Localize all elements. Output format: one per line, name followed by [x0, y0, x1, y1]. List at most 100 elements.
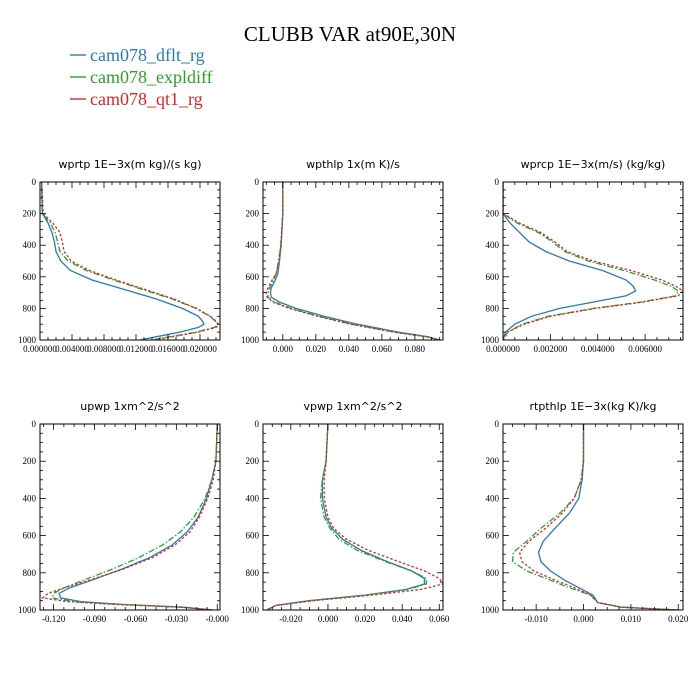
y-tick-label: 800: [246, 303, 260, 313]
panel-4: upwp 1xm^2/s^2 0 200 400 600 800 1000 -0.120 -0.…: [18, 400, 229, 624]
series-line-1: [266, 424, 426, 610]
y-tick-label: 800: [246, 568, 260, 578]
x-tick-label: 0.008000: [87, 344, 121, 354]
x-tick-label: 0.060: [429, 614, 450, 624]
series-line-2: [266, 424, 427, 610]
panel-title: wprcp 1E−3x(m/s) (kg/kg): [521, 158, 666, 171]
legend-label: cam078_dflt_rg: [90, 45, 205, 65]
x-tick-label: 0.020000: [183, 344, 217, 354]
panel-title: rtpthlp 1E−3x(kg K)/kg: [529, 400, 656, 413]
x-tick-label: -0.030: [165, 614, 189, 624]
series-line-1: [537, 424, 679, 610]
y-tick-label: 600: [23, 531, 37, 541]
series-line-3: [265, 182, 440, 340]
plot-frame: [502, 423, 684, 611]
series-line-3: [40, 182, 220, 340]
x-tick-label: 0.012000: [119, 344, 153, 354]
x-tick-label: 0.002000: [533, 344, 567, 354]
panel-title: vpwp 1xm^2/s^2: [303, 400, 402, 413]
y-tick-label: 600: [246, 272, 260, 282]
x-tick-label: -0.000: [206, 614, 230, 624]
x-tick-label: 0.080: [405, 344, 426, 354]
panel-5: vpwp 1xm^2/s^2 0 200 400 600 800 1000 -0.020 0.0…: [241, 400, 450, 624]
series-line-3: [518, 424, 679, 610]
x-tick-label: 0.020: [668, 614, 689, 624]
y-tick-label: 1000: [241, 605, 260, 615]
x-tick-label: 0.060: [372, 344, 393, 354]
series-line-1: [503, 182, 637, 340]
y-tick-label: 1000: [18, 605, 37, 615]
y-tick-label: 800: [486, 568, 500, 578]
x-tick-label: 0.040: [339, 344, 360, 354]
y-tick-label: 200: [486, 456, 500, 466]
series-line-2: [267, 182, 440, 340]
panel-1: wprtp 1E−3x(m kg)/(s kg) 0 200 400 600 800 100…: [18, 158, 221, 354]
x-tick-label: 0.006000: [628, 344, 662, 354]
y-tick-label: 1000: [481, 335, 500, 345]
y-tick-label: 200: [246, 209, 260, 219]
series-line-3: [41, 424, 218, 610]
x-tick-label: 0.040: [392, 614, 413, 624]
x-tick-label: -0.120: [42, 614, 66, 624]
x-tick-label: -0.060: [124, 614, 148, 624]
x-tick-label: 0.004000: [55, 344, 89, 354]
y-tick-label: 400: [246, 240, 260, 250]
plot-frame: [39, 181, 221, 341]
y-tick-label: 800: [23, 303, 37, 313]
panel-title: wprtp 1E−3x(m kg)/(s kg): [59, 158, 202, 171]
series-line-2: [503, 182, 680, 340]
x-tick-label: 0.000: [573, 614, 594, 624]
x-tick-label: 0.000: [273, 344, 294, 354]
x-tick-label: 0.010: [621, 614, 642, 624]
series-line-2: [40, 182, 219, 340]
series-line-3: [503, 182, 683, 340]
series-line-2: [511, 424, 679, 610]
y-tick-label: 800: [23, 568, 37, 578]
y-tick-label: 600: [23, 272, 37, 282]
y-tick-label: 0: [255, 177, 260, 187]
x-tick-label: -0.090: [83, 614, 107, 624]
series-line-1: [58, 424, 218, 610]
y-tick-label: 200: [486, 209, 500, 219]
y-tick-label: 0: [32, 177, 37, 187]
y-tick-label: 600: [246, 531, 260, 541]
y-tick-label: 1000: [18, 335, 37, 345]
panel-6: rtpthlp 1E−3x(kg K)/kg 0 200 400 600 800 1000 -…: [481, 400, 689, 624]
y-tick-label: 1000: [241, 335, 260, 345]
y-tick-label: 400: [486, 240, 500, 250]
series-line-1: [40, 182, 205, 340]
y-tick-label: 800: [486, 303, 500, 313]
legend: cam078_dflt_rgcam078_expldiffcam078_qt1_…: [70, 45, 213, 109]
series-line-3: [266, 424, 443, 610]
x-tick-label: 0.000: [318, 614, 339, 624]
y-tick-label: 600: [486, 531, 500, 541]
plot-frame: [262, 181, 444, 341]
y-tick-label: 400: [23, 240, 37, 250]
panel-title: upwp 1xm^2/s^2: [80, 400, 180, 413]
plot-frame: [262, 423, 444, 611]
x-tick-label: -0.010: [525, 614, 549, 624]
y-tick-label: 400: [246, 493, 260, 503]
y-tick-label: 400: [486, 493, 500, 503]
series-line-1: [269, 182, 440, 340]
series-line-2: [51, 424, 218, 610]
panel-3: wprcp 1E−3x(m/s) (kg/kg) 0 200 400 600 800 100…: [481, 158, 684, 354]
x-tick-label: 0.016000: [151, 344, 185, 354]
y-tick-label: 200: [23, 209, 37, 219]
y-tick-label: 200: [246, 456, 260, 466]
legend-label: cam078_expldiff: [90, 67, 213, 87]
x-tick-label: 0.000000: [23, 344, 57, 354]
x-tick-label: -0.020: [279, 614, 303, 624]
panel-title: wpthlp 1x(m K)/s: [306, 158, 400, 171]
panels: wprtp 1E−3x(m kg)/(s kg) 0 200 400 600 800 100…: [18, 158, 689, 624]
figure-title: CLUBB VAR at90E,30N: [243, 22, 457, 46]
x-tick-label: 0.004000: [581, 344, 615, 354]
y-tick-label: 1000: [481, 605, 500, 615]
y-tick-label: 0: [255, 419, 260, 429]
y-tick-label: 200: [23, 456, 37, 466]
y-tick-label: 0: [32, 419, 37, 429]
plot-frame: [39, 423, 221, 611]
x-tick-label: 0.020: [306, 344, 327, 354]
legend-label: cam078_qt1_rg: [90, 89, 203, 109]
